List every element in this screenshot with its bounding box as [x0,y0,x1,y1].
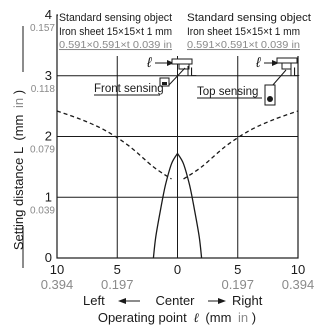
x-tick-mm-3: 5 [234,262,241,277]
header-annotations: Standard sensing object Iron sheet 15×15… [58,10,320,56]
y-tick-in-3: 0.157 [30,23,55,34]
y-label-prefix: Setting distance L [11,147,26,250]
x-tick-in-1: 0.197 [101,277,134,292]
top-l-symbol: L [293,65,300,79]
y-tick-in-1: 0.079 [30,145,55,156]
y-tick-mm-2: 2 [45,129,52,144]
front-ell-symbol: ℓ [146,54,152,70]
y-tick-mm-1: 1 [45,189,52,204]
x-label-unit-mm: (mm [205,310,231,325]
x-tick-mm-1: 5 [114,262,121,277]
front-small-sensor-face [162,82,167,85]
top-ell-symbol: ℓ [255,54,261,70]
y-tick-mm-0: 0 [45,250,52,265]
x-label-symbol: ℓ [193,310,199,325]
direction-center: Center [155,293,195,308]
y-ticks: 0 1 2 3 4 0.039 0.079 0.118 0.157 [30,7,55,265]
x-label-unit-in: in [238,310,248,325]
x-tick-mm-0: 10 [50,262,64,277]
x-tick-mm-4: 10 [291,262,305,277]
front-leader-line [167,67,186,87]
y-label-unit-in: in [11,98,26,108]
top-leader-line [271,69,287,87]
x-label-prefix: Operating point [98,310,187,325]
top-small-sensor-face [267,96,273,102]
series-curve-1 [176,153,203,259]
x-tick-in-0: 0.394 [41,277,74,292]
right-header-line-1: Standard sensing object [187,12,311,24]
direction-left-arrowhead [118,298,126,304]
top-sensing-label: Top sensing [197,86,258,98]
front-target-plate [171,58,193,65]
y-tick-mm-4: 4 [45,7,52,22]
x-tick-mm-2: 0 [174,262,181,277]
x-tick-in-2: 0.197 [221,277,254,292]
series-layer [56,110,299,259]
direction-left: Left [83,293,105,308]
header-backdrop [58,10,320,56]
y-axis-label: Setting distance L (mm in ) [11,90,26,250]
direction-right-arrowhead [218,298,226,304]
top-sensing-diagram: ℓ L Top sensing [197,54,300,106]
x-tick-in-3: 0.394 [282,277,315,292]
front-sensing-diagram: ℓ L Front sensing [94,54,197,96]
right-header-line-2: Iron sheet 15×15×t 1 mm [187,26,300,38]
top-sensor-body [281,62,292,70]
y-tick-mm-3: 3 [45,68,52,83]
y-label-close: ) [11,90,26,94]
top-ell-arrowhead [272,60,279,66]
x-axis-label: Operating point ℓ (mm in ) [98,310,256,325]
series-curve-3 [152,153,179,259]
series-curve-2 [183,110,299,180]
y-tick-in-0: 0.039 [30,205,55,216]
x-label-close: ) [252,310,256,325]
direction-right: Right [232,293,263,308]
series-curve-0 [56,110,172,180]
left-header-line-1: Standard sensing object [59,12,172,24]
front-sensing-label: Front sensing [94,83,164,95]
top-small-sensor [264,84,276,106]
y-tick-in-2: 0.118 [31,84,56,95]
front-l-symbol: L [190,65,197,79]
right-header-line-3: 0.591×0.591×t 0.039 in [187,39,300,51]
front-ell-arrowhead [167,60,174,66]
y-label-unit-mm: (mm [11,115,26,141]
x-ticks: 10 5 0 5 100.394 0.197 0.197 0.394 [41,262,315,292]
top-target-plate [276,57,298,64]
left-header-line-3: 0.591×0.591×t 0.039 in [59,39,172,51]
left-header-line-2: Iron sheet 15×15×t 1 mm [59,26,172,38]
